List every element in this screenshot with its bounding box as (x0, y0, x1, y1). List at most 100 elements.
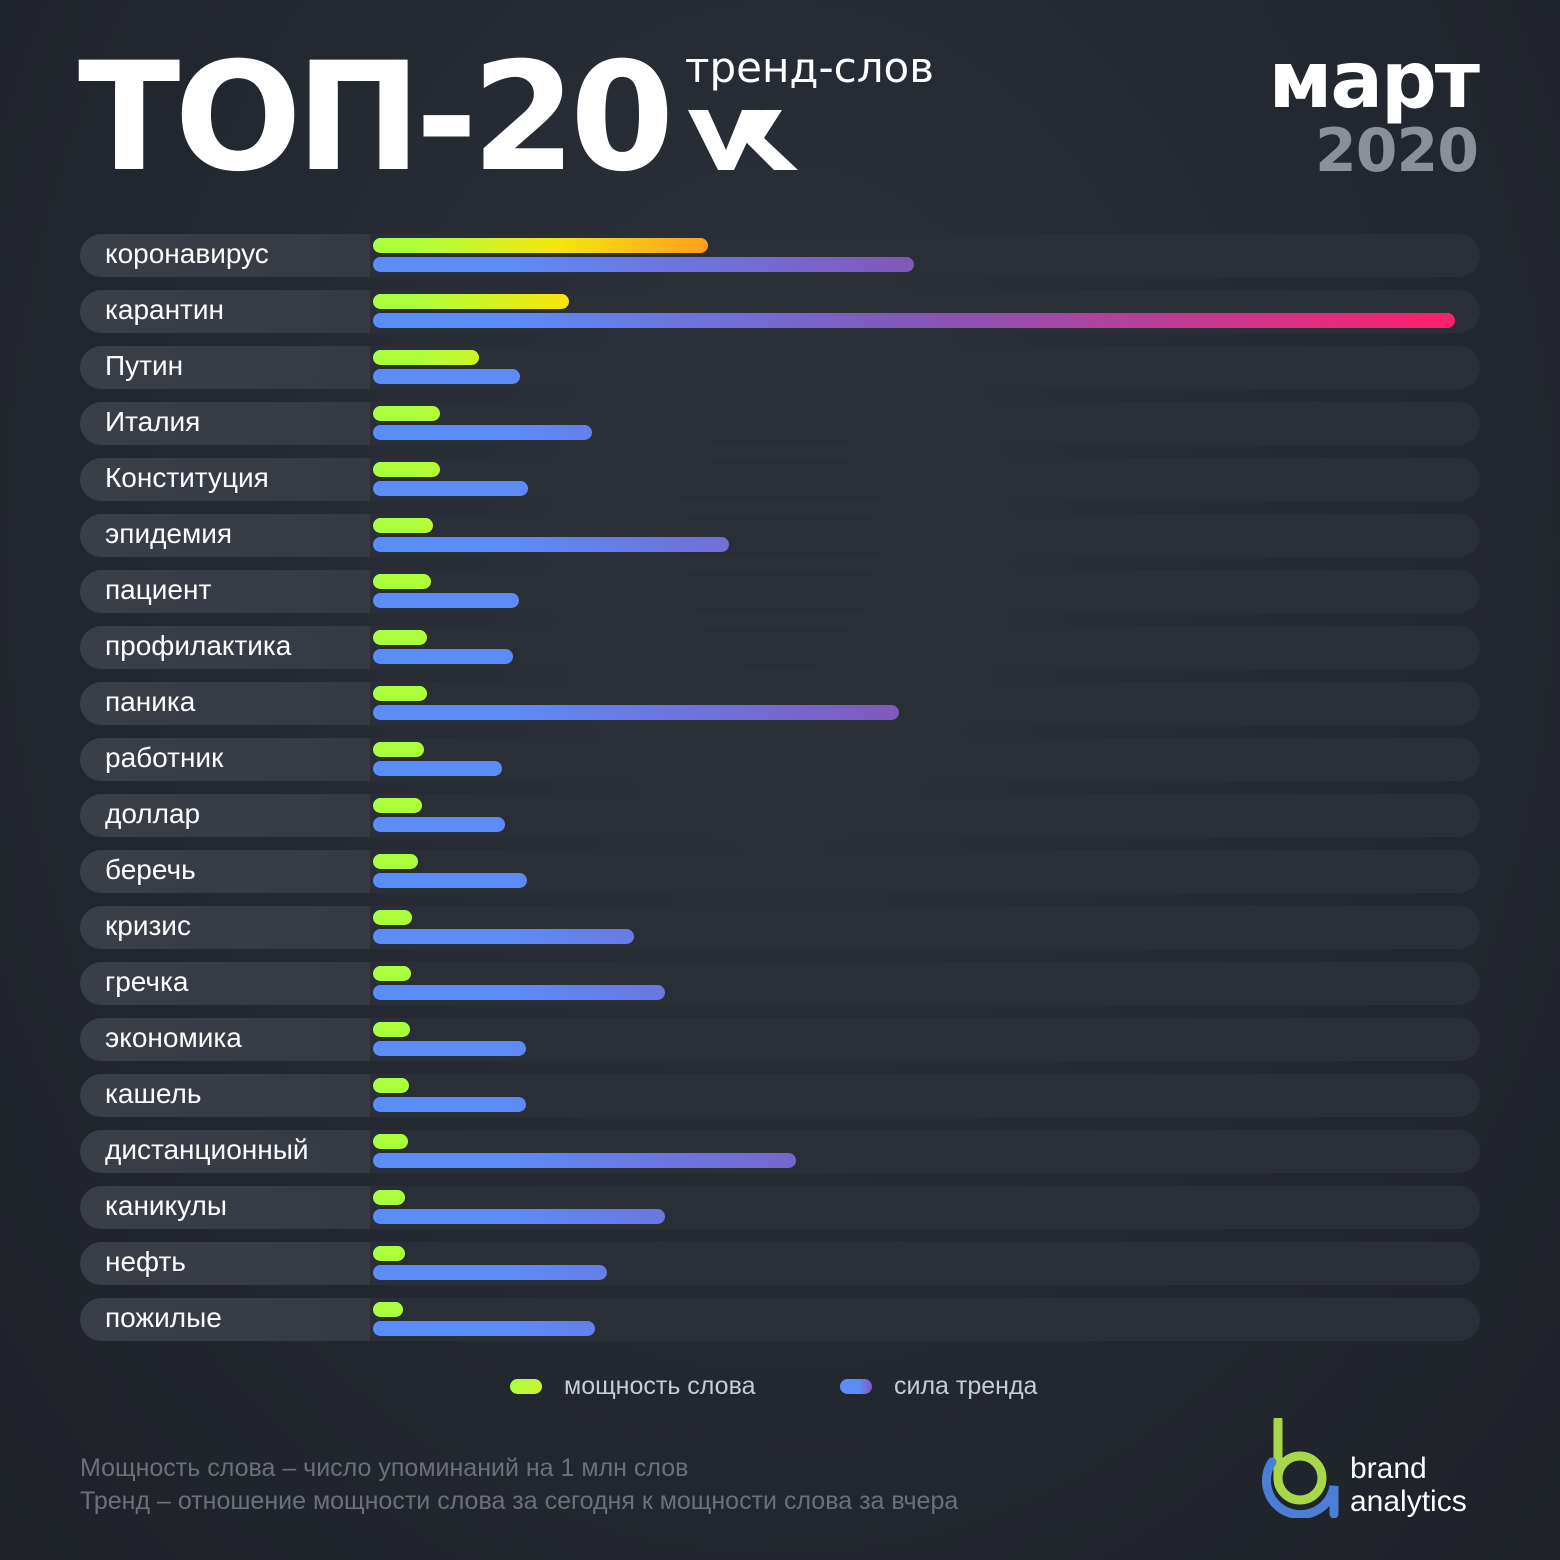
bar-trend (373, 369, 521, 384)
chart-row: кризис (80, 906, 1480, 949)
category-label: экономика (105, 1022, 242, 1053)
brand-name-line-1: brand (1350, 1452, 1427, 1485)
month-label: март (1268, 36, 1480, 126)
chart-row: экономика (80, 1018, 1480, 1061)
bar-power (373, 742, 424, 757)
bar-power (373, 294, 569, 309)
chart-row: кашель (80, 1074, 1480, 1117)
bar-trend (373, 929, 634, 944)
category-label: Конституция (105, 462, 269, 493)
category-label: кашель (105, 1078, 202, 1109)
category-label: работник (105, 742, 224, 773)
legend-item-trend: сила тренда (840, 1372, 1037, 1401)
bar-power (373, 406, 441, 421)
legend-swatch-power (510, 1379, 542, 1394)
bar-power (373, 350, 480, 365)
chart-row: Путин (80, 346, 1480, 389)
chart-row: паника (80, 682, 1480, 725)
legend-item-power: мощность слова (510, 1372, 755, 1401)
bar-power (373, 798, 422, 813)
bar-trend (373, 985, 666, 1000)
bar-power (373, 1134, 408, 1149)
bar-trend (373, 873, 527, 888)
chart-row: нефть (80, 1242, 1480, 1285)
bar-power (373, 238, 709, 253)
bar-trend (373, 313, 1455, 328)
bar-power (373, 966, 411, 981)
category-label: кризис (105, 910, 191, 941)
chart-row: карантин (80, 290, 1480, 333)
brand-name: brand analytics (1350, 1452, 1467, 1518)
bar-trend (373, 1041, 526, 1056)
bar-trend (373, 257, 914, 272)
chart-legend: мощность слова сила тренда (0, 1372, 1560, 1402)
category-label: нефть (105, 1246, 186, 1277)
chart-row: коронавирус (80, 234, 1480, 277)
chart-row: работник (80, 738, 1480, 781)
chart-row: дистанционный (80, 1130, 1480, 1173)
bar-power (373, 1246, 406, 1261)
chart-row: пожилые (80, 1298, 1480, 1341)
legend-label-power: мощность слова (564, 1372, 756, 1400)
chart-row: Италия (80, 402, 1480, 445)
page-subtitle: тренд-слов (685, 43, 935, 92)
category-label: коронавирус (105, 238, 269, 269)
chart-row: профилактика (80, 626, 1480, 669)
bar-trend (373, 1153, 797, 1168)
chart-row: пациент (80, 570, 1480, 613)
bar-trend (373, 1097, 526, 1112)
bar-power (373, 1190, 406, 1205)
footnote-line-1: Мощность слова – число упоминаний на 1 м… (80, 1454, 689, 1482)
bar-trend (373, 1265, 607, 1280)
category-label: Италия (105, 406, 201, 437)
bar-power (373, 462, 441, 477)
bar-power (373, 518, 433, 533)
chart-row: гречка (80, 962, 1480, 1005)
chart-row: каникулы (80, 1186, 1480, 1229)
bar-trend (373, 649, 513, 664)
category-label: гречка (105, 966, 189, 997)
bar-power (373, 1302, 404, 1317)
bar-power (373, 686, 428, 701)
category-label: Путин (105, 350, 184, 381)
legend-swatch-trend (840, 1379, 872, 1394)
bar-power (373, 1022, 410, 1037)
bar-trend (373, 425, 592, 440)
footnote-line-2: Тренд – отношение мощности слова за сего… (80, 1487, 959, 1515)
brand-analytics-logo-icon (1261, 1418, 1339, 1518)
legend-label-trend: сила тренда (894, 1372, 1038, 1400)
category-label: каникулы (105, 1190, 227, 1221)
bar-power (373, 1078, 409, 1093)
category-label: профилактика (105, 630, 292, 661)
bar-trend (373, 761, 502, 776)
chart-row: эпидемия (80, 514, 1480, 557)
category-label: беречь (105, 854, 196, 885)
chart-row: Конституция (80, 458, 1480, 501)
bar-trend (373, 481, 528, 496)
bar-trend (373, 1321, 595, 1336)
bar-trend (373, 1209, 666, 1224)
bar-trend (373, 817, 505, 832)
category-label: пациент (105, 574, 212, 605)
bar-power (373, 854, 419, 869)
brand-name-line-2: analytics (1350, 1485, 1467, 1518)
year-label: 2020 (1315, 116, 1479, 186)
page-title: ТОП-20 (78, 31, 674, 205)
category-label: карантин (105, 294, 224, 325)
category-label: паника (105, 686, 196, 717)
bar-power (373, 910, 412, 925)
footnote: Мощность слова – число упоминаний на 1 м… (80, 1452, 958, 1518)
bar-trend (373, 705, 899, 720)
category-label: пожилые (105, 1302, 222, 1333)
category-label: эпидемия (105, 518, 233, 549)
bar-power (373, 574, 432, 589)
bar-power (373, 630, 428, 645)
category-label: дистанционный (105, 1134, 309, 1165)
bar-trend (373, 593, 520, 608)
category-label: доллар (105, 798, 201, 829)
chart-row: беречь (80, 850, 1480, 893)
bar-chart: коронавирус карантин Путин Италия Конституци… (80, 234, 1480, 1354)
chart-row: доллар (80, 794, 1480, 837)
bar-trend (373, 537, 729, 552)
vk-logo-icon (688, 110, 798, 170)
